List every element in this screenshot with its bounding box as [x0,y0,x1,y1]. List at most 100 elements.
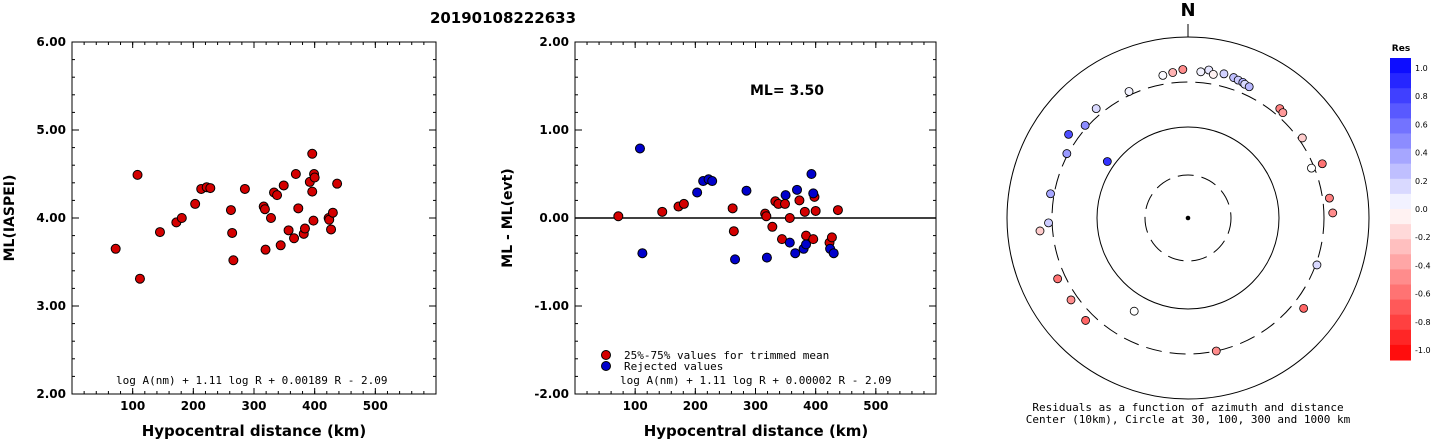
residual-colorbar: Res 1.0 0.8 0.6 0.4 0.2 0.0 -0.2 -0.4 -0.6 -0.8 -1… [1390,44,1431,361]
chart2-point [657,206,668,217]
chart1-frame [71,41,437,395]
chart2-ytick-label: 0.00 [539,211,569,225]
colorbar-cell [1390,73,1411,89]
ring-30km [1144,174,1232,262]
chart1-xlabel: Hypocentral distance (km) [142,422,367,440]
chart1-xtick-label: 100 [120,399,145,413]
chart1-point [265,213,276,223]
chart2-point [779,198,790,209]
chart1-point [190,198,201,209]
polar-point [1046,189,1055,199]
polar-point [1196,67,1206,77]
polar-caption-1: Residuals as a function of azimuth and d… [1032,401,1343,414]
chart1-formula: log A(nm) + 1.11 log R + 0.00189 R - 2.0… [116,374,388,387]
colorbar-tick-label: 0.0 [1415,205,1428,214]
polar-point [1299,303,1309,313]
chart2-point [761,252,772,263]
polar-point [1158,70,1168,80]
ring-1000km [1006,36,1370,400]
ml-residual-chart: ML - ML(evt) Hypocentral distance (km) M… [500,35,937,440]
chart1-point [309,172,320,183]
chart2-ytick-label: -2.00 [534,387,569,401]
chart1-point [227,227,238,238]
chart2-point [692,187,703,198]
chart2-point [806,169,817,179]
chart2-point [784,213,795,223]
colorbar-cell [1390,344,1411,361]
chart1-xtick-label: 500 [363,399,388,413]
colorbar-tick-label: 0.8 [1415,92,1428,101]
chart2-ytick-label: -1.00 [534,299,569,313]
chart1-point [327,207,338,218]
chart2-point [801,239,812,250]
chart2-point [767,221,778,232]
colorbar-tick-label: -0.2 [1415,233,1431,242]
north-label: N [1180,0,1195,21]
residual-polar-plot: N Residuals as a function of azimuth and… [1006,0,1370,426]
colorbar-cell [1390,299,1411,316]
legend-label-trimmed: 25%-75% values for trimmed mean [624,349,829,362]
chart2-point [637,248,648,259]
legend-label-rejected: Rejected values [624,360,723,373]
colorbar-cell [1390,118,1411,134]
chart1-point [326,224,337,235]
chart1-xtick-label: 300 [241,399,266,413]
chart1-point [228,255,239,266]
chart1-xtick-label: 200 [181,399,206,413]
chart1-point [289,233,300,244]
colorbar-cell [1390,58,1411,74]
colorbar-cell [1390,193,1411,210]
chart1-point [260,244,271,255]
polar-point [1066,295,1076,305]
polar-point [1044,218,1053,228]
chart2-point [761,211,772,222]
chart1-point [307,186,318,197]
chart2-point [678,198,689,209]
colorbar-cell [1390,284,1411,301]
polar-point [1211,346,1221,356]
chart1-point [299,223,310,234]
chart1-xtick-label: 400 [302,399,327,413]
chart2-point [826,232,837,243]
chart1-point [205,183,216,194]
chart2-xtick-label: 500 [863,399,888,413]
polar-point [1102,157,1112,166]
chart1-point [283,225,294,236]
chart2-point [810,205,821,216]
polar-point [1124,87,1134,96]
chart2-xtick-label: 300 [743,399,768,413]
chart2-point [808,188,819,199]
chart2-point [613,211,624,222]
colorbar-cell [1390,133,1411,150]
epicenter-marker [1185,215,1191,221]
polar-point [1091,104,1101,113]
chart1-point [293,203,304,214]
chart1-point [332,178,343,189]
polar-point [1219,69,1229,79]
colorbar-title: Res [1392,44,1410,54]
polar-point [1168,68,1178,77]
colorbar-cell [1390,88,1411,104]
polar-point [1208,70,1218,79]
polar-point [1081,316,1090,325]
chart2-xtick-label: 400 [803,399,828,413]
chart1-ytick-label: 3.00 [36,299,66,313]
chart1-point [225,205,236,216]
chart2-point [794,195,805,206]
chart2-ytick-label: 1.00 [539,123,569,137]
colorbar-cell [1390,148,1411,165]
chart1-point [308,215,319,226]
polar-point [1035,226,1045,236]
chart1-ylabel: ML(IASPEI) [2,175,18,262]
colorbar-tick-label: -0.4 [1415,261,1431,270]
polar-point [1297,133,1307,143]
colorbar-cell [1390,224,1411,240]
legend-marker-trimmed [601,350,611,360]
polar-point [1325,193,1334,203]
chart1-ytick-label: 5.00 [36,123,66,137]
chart2-point [728,226,739,237]
polar-point [1053,274,1063,284]
colorbar-cell [1390,254,1411,270]
chart2-point [730,254,741,265]
